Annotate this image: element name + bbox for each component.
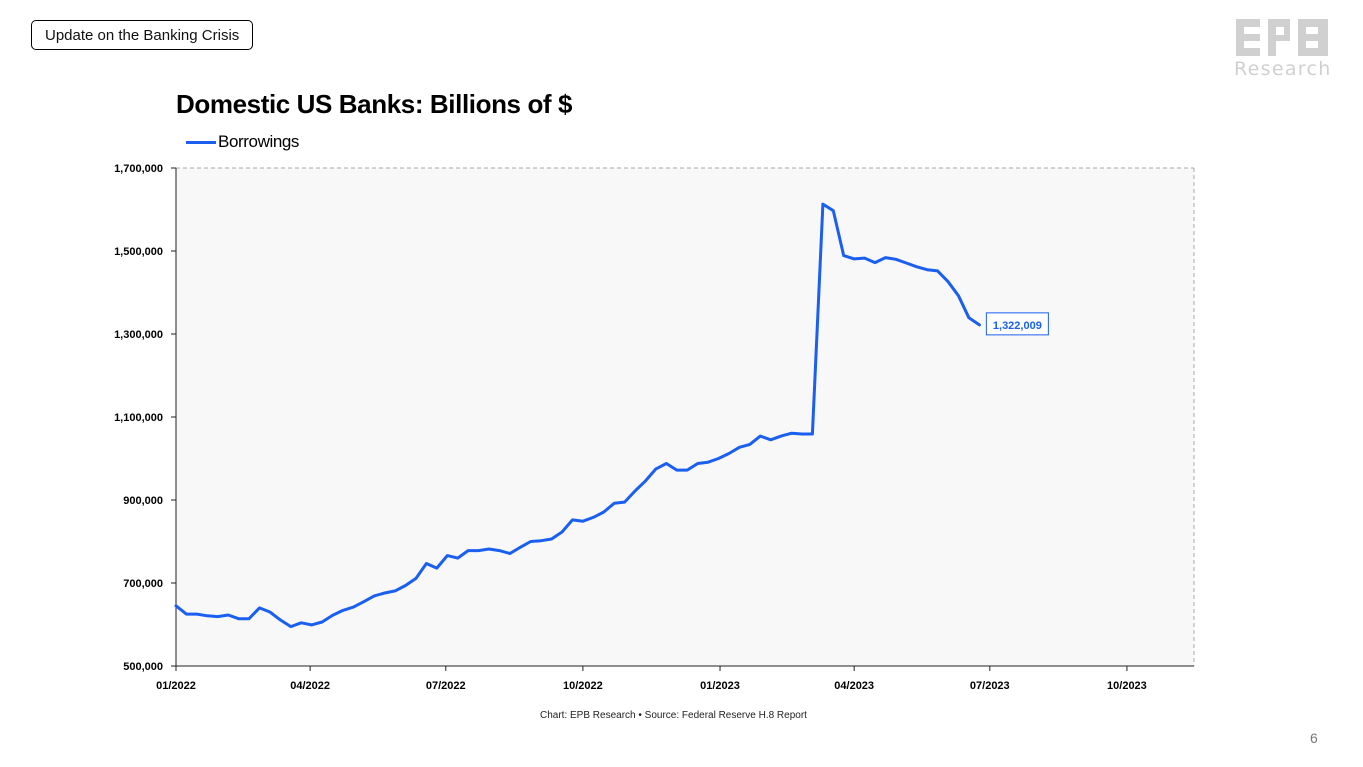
y-tick-label: 1,700,000 <box>114 163 163 175</box>
y-tick-label: 900,000 <box>123 495 163 507</box>
y-tick-label: 1,300,000 <box>114 329 163 341</box>
section-tag: Update on the Banking Crisis <box>31 20 254 50</box>
source-note: Chart: EPB Research • Source: Federal Re… <box>540 710 807 721</box>
x-tick-label: 07/2022 <box>426 680 466 692</box>
x-tick-label: 10/2022 <box>563 680 603 692</box>
chart-title: Domestic US Banks: Billions of $ <box>176 89 573 119</box>
last-value-callout: 1,322,009 <box>985 312 1049 336</box>
page-number: 6 <box>1310 730 1318 746</box>
chart-legend: Borrowings <box>186 132 299 152</box>
plot-area <box>176 168 1194 666</box>
epb-logo: Research <box>1234 18 1334 82</box>
y-tick-label: 1,100,000 <box>114 412 163 424</box>
y-tick-label: 700,000 <box>123 578 163 590</box>
legend-swatch <box>186 140 216 144</box>
x-tick-label: 10/2023 <box>1107 680 1147 692</box>
x-tick-label: 04/2023 <box>834 680 874 692</box>
y-tick-label: 1,500,000 <box>114 246 163 258</box>
x-tick-label: 04/2022 <box>290 680 330 692</box>
epb-logo-mark <box>1236 19 1328 56</box>
logo-text: Research <box>1234 58 1332 80</box>
x-tick-label: 07/2023 <box>970 680 1010 692</box>
x-axis-ticks: 01/2022 04/2022 07/2022 10/2022 01/2023 04/20… <box>156 666 1147 692</box>
y-tick-label: 500,000 <box>123 661 163 673</box>
x-tick-label: 01/2022 <box>156 680 196 692</box>
series-line-borrowings <box>174 202 981 629</box>
last-value-box <box>985 312 1049 336</box>
y-axis-ticks: 500,000 700,000 900,000 1,100,000 1,300,000 1… <box>114 163 176 673</box>
x-tick-label: 01/2023 <box>700 680 740 692</box>
legend-label: Borrowings <box>218 132 300 151</box>
last-value-label: 1,322,009 <box>993 320 1042 332</box>
